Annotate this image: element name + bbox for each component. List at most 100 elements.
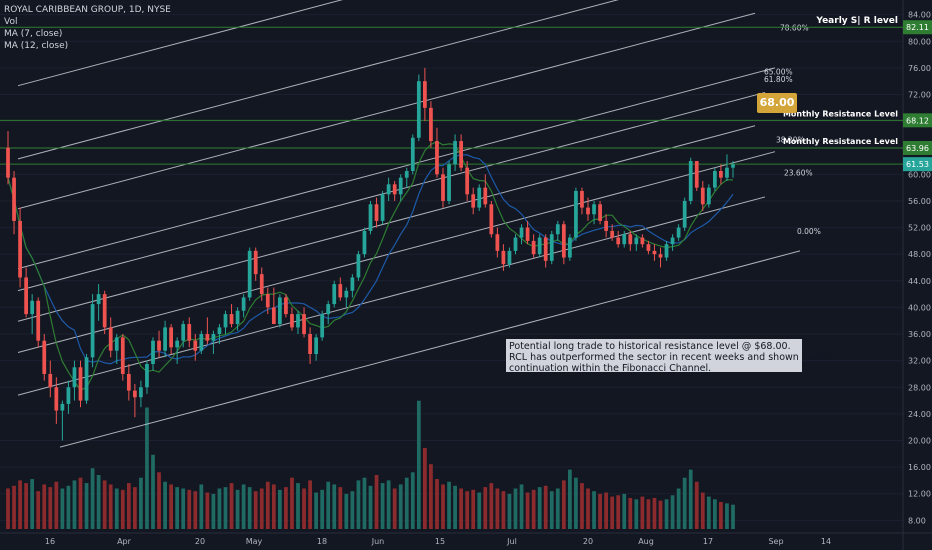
volume-bar: [18, 480, 22, 529]
volume-bar: [211, 493, 216, 529]
candle-body: [441, 174, 445, 201]
volume-bar: [344, 493, 349, 529]
candle-body: [241, 297, 246, 311]
volume-bar: [555, 488, 560, 529]
candle-body: [628, 234, 633, 245]
volume-bar: [30, 479, 35, 529]
volume-bar: [537, 487, 542, 529]
volume-bar: [652, 497, 657, 529]
channel-line: [17, 12, 756, 210]
candle-body: [634, 237, 639, 245]
candle-body: [658, 254, 663, 258]
time-tick-label: 20: [583, 537, 593, 546]
volume-bar: [72, 480, 77, 529]
volume-bar: [90, 468, 95, 529]
volume-bar: [199, 484, 204, 529]
candle-body: [465, 167, 470, 195]
candle-body: [66, 387, 71, 404]
volume-bar: [368, 485, 373, 529]
volume-bar: [706, 496, 711, 529]
candle-body: [664, 244, 669, 258]
volume-bar: [561, 480, 566, 529]
price-tick-label: 16.00: [908, 463, 931, 472]
candle-body: [725, 167, 729, 178]
volume-bar: [380, 483, 385, 529]
volume-bar: [48, 487, 53, 529]
candle-body: [423, 81, 427, 108]
candle-body: [694, 161, 699, 188]
volume-bar: [676, 488, 681, 529]
candle-body: [90, 304, 95, 358]
ma-slow-label[interactable]: MA (12, close): [4, 41, 69, 51]
volume-bar: [181, 488, 186, 529]
volume-bar: [610, 496, 615, 529]
volume-bar: [477, 492, 482, 529]
volume-bar: [356, 480, 361, 529]
candle-body: [374, 204, 379, 221]
volume-bar: [646, 499, 651, 529]
volume-bar: [54, 481, 59, 529]
candle-body: [477, 187, 482, 208]
candle-body: [290, 314, 294, 328]
price-axis[interactable]: 84.0080.0076.0072.0068.0064.0060.0056.00…: [903, 11, 932, 526]
note-line: Potential long trade to historical resis…: [509, 341, 791, 352]
volume-bar: [229, 483, 234, 529]
candle-body: [495, 234, 500, 251]
candle-body: [531, 240, 536, 255]
candle-body: [181, 324, 186, 341]
candle-body: [151, 340, 155, 364]
candle-body: [435, 141, 439, 175]
candle-body: [501, 250, 506, 265]
volume-bar: [658, 500, 663, 529]
volume-bar: [126, 483, 131, 529]
volume-bar: [682, 477, 687, 529]
volume-bar: [6, 488, 10, 529]
candles: [6, 67, 735, 441]
candle-body: [48, 373, 53, 388]
candle-body: [676, 227, 681, 238]
volume-bar: [193, 491, 198, 529]
volume-bar: [616, 495, 621, 529]
volume-bar: [489, 483, 494, 529]
volume-bar: [350, 491, 355, 529]
time-tick-label: 18: [317, 537, 327, 546]
volume-bar: [471, 489, 476, 529]
volume-bar: [592, 491, 596, 529]
volume-bar: [66, 485, 71, 529]
volume-bar: [453, 485, 457, 529]
volume-bar: [622, 493, 627, 529]
trade-note[interactable]: Potential long trade to historical resis…: [506, 339, 833, 374]
volume-bar: [253, 491, 258, 529]
candle-body: [616, 237, 621, 245]
candle-body: [314, 337, 318, 354]
candle-body: [332, 284, 337, 305]
fib-level-label: 23.60%: [784, 169, 813, 178]
channel-line: [17, 67, 776, 270]
candle-body: [18, 220, 22, 278]
candle-body: [187, 324, 192, 341]
volume-bar: [719, 502, 723, 529]
candle-body: [193, 340, 198, 351]
level-label: Yearly S| R level: [815, 16, 898, 26]
candle-body: [126, 373, 131, 391]
candle-body: [108, 327, 113, 351]
candle-body: [386, 184, 391, 195]
time-tick-label: 14: [821, 537, 831, 546]
candle-body: [284, 297, 288, 315]
time-axis[interactable]: 16 Apr 20 May 18 Jun 15 Jul 20 Aug 17 Sep 14: [45, 537, 831, 546]
note-line: RCL has outperformed the sector in recen…: [509, 352, 833, 363]
ma-fast-label[interactable]: MA (7, close): [4, 29, 63, 39]
volume-bar: [483, 487, 488, 529]
candle-body: [610, 230, 615, 238]
volume-bar: [731, 504, 735, 529]
candle-body: [344, 290, 349, 298]
volume-bar: [60, 488, 65, 529]
price-tick-label: 76.00: [908, 64, 931, 73]
candle-body: [157, 340, 161, 351]
candle-body: [453, 141, 457, 165]
candle-body: [133, 390, 137, 398]
candle-body: [235, 310, 240, 325]
volume-bar: [12, 485, 16, 529]
volume-bar: [423, 448, 427, 529]
